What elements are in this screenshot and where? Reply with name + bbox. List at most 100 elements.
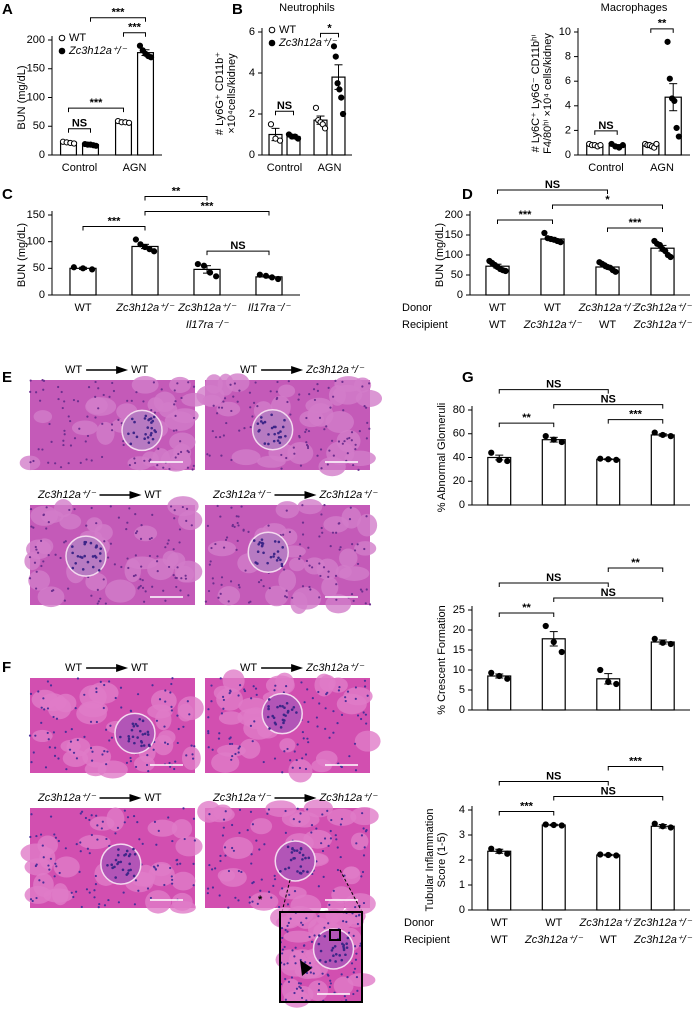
nucleus	[252, 685, 255, 688]
nucleus	[214, 867, 217, 870]
nucleus	[123, 821, 126, 824]
nucleus	[127, 739, 131, 743]
y-tick-label: 3	[459, 829, 465, 841]
nucleus	[140, 744, 143, 748]
significance-bracket	[650, 28, 674, 33]
nucleus	[275, 559, 279, 562]
nucleus	[60, 390, 63, 394]
nucleus	[208, 454, 211, 457]
tubule	[178, 510, 203, 531]
y-tick-label: 100	[445, 249, 463, 261]
nucleus	[71, 566, 75, 570]
nucleus	[164, 700, 167, 703]
y-tick-label: 10	[453, 664, 465, 676]
data-point	[653, 140, 660, 148]
y-tick-label: 6	[249, 26, 255, 38]
nucleus	[211, 748, 214, 751]
tubule	[37, 586, 65, 608]
nucleus	[273, 689, 276, 692]
nucleus	[236, 400, 239, 403]
nucleus	[230, 758, 233, 761]
micrograph	[270, 905, 376, 1008]
y-tick-label: 25	[453, 604, 465, 616]
nucleus	[132, 874, 136, 878]
x-tick-label: WT	[545, 917, 562, 929]
data-point	[542, 433, 549, 440]
nucleus	[35, 834, 38, 838]
nucleus	[175, 576, 178, 580]
nucleus	[57, 385, 60, 389]
significance-bracket	[498, 811, 555, 816]
transfer-arrowhead	[291, 664, 304, 672]
nucleus	[219, 515, 222, 518]
nucleus	[128, 862, 131, 866]
significance-bracket	[607, 567, 664, 572]
tubule	[303, 557, 326, 575]
nucleus	[260, 416, 263, 419]
nucleus	[133, 420, 136, 424]
nucleus	[303, 701, 306, 704]
panel-label: B	[232, 1, 243, 18]
data-point	[338, 94, 345, 101]
tubule	[86, 396, 108, 415]
nucleus	[91, 555, 95, 558]
data-point	[336, 86, 343, 93]
nucleus	[281, 952, 284, 955]
nucleus	[152, 748, 155, 751]
y-tick-label: 50	[451, 269, 463, 281]
significance-bracket	[90, 17, 146, 22]
nucleus	[237, 515, 240, 518]
panel-label: E	[2, 369, 12, 386]
nucleus	[97, 600, 100, 603]
nucleus	[248, 391, 252, 394]
nucleus	[37, 690, 40, 693]
tubule	[131, 376, 159, 394]
annotation: *	[258, 894, 263, 906]
nucleus	[144, 414, 148, 418]
nucleus	[251, 823, 255, 826]
nucleus	[103, 683, 106, 687]
nucleus	[306, 446, 310, 450]
nucleus	[286, 709, 290, 713]
y-tick-label: 10	[559, 26, 571, 38]
transfer-to: Zc3h12a⁺/⁻	[305, 662, 365, 674]
nucleus	[304, 430, 307, 434]
nucleus	[136, 821, 139, 824]
nucleus	[269, 555, 273, 559]
data-point	[651, 820, 658, 827]
nucleus	[307, 741, 310, 744]
nucleus	[256, 404, 259, 408]
nucleus	[130, 728, 134, 732]
significance-bracket	[607, 766, 664, 771]
nucleus	[95, 544, 98, 547]
nucleus	[146, 733, 150, 736]
nucleus	[125, 761, 129, 764]
significance-label: NS	[545, 179, 560, 191]
nucleus	[318, 562, 321, 565]
significance-label: **	[631, 557, 640, 569]
legend-marker	[58, 47, 66, 55]
nucleus	[76, 677, 80, 680]
nucleus	[301, 923, 304, 927]
nucleus	[293, 856, 296, 860]
nucleus	[279, 869, 282, 873]
data-point	[136, 42, 144, 49]
nucleus	[148, 537, 151, 541]
nucleus	[337, 440, 341, 443]
nucleus	[132, 431, 136, 435]
nucleus	[281, 936, 284, 940]
nucleus	[89, 541, 93, 545]
nucleus	[277, 556, 280, 560]
nucleus	[319, 949, 323, 953]
nucleus	[29, 379, 32, 382]
nucleus	[80, 810, 84, 813]
nucleus	[229, 383, 232, 386]
tubule	[288, 759, 313, 783]
nucleus	[336, 868, 340, 872]
nucleus	[90, 814, 93, 817]
nucleus	[142, 400, 145, 403]
nucleus	[166, 542, 169, 545]
y-tick-label: 0	[39, 289, 45, 301]
tubule	[47, 697, 72, 720]
significance-label: ***	[108, 215, 122, 227]
